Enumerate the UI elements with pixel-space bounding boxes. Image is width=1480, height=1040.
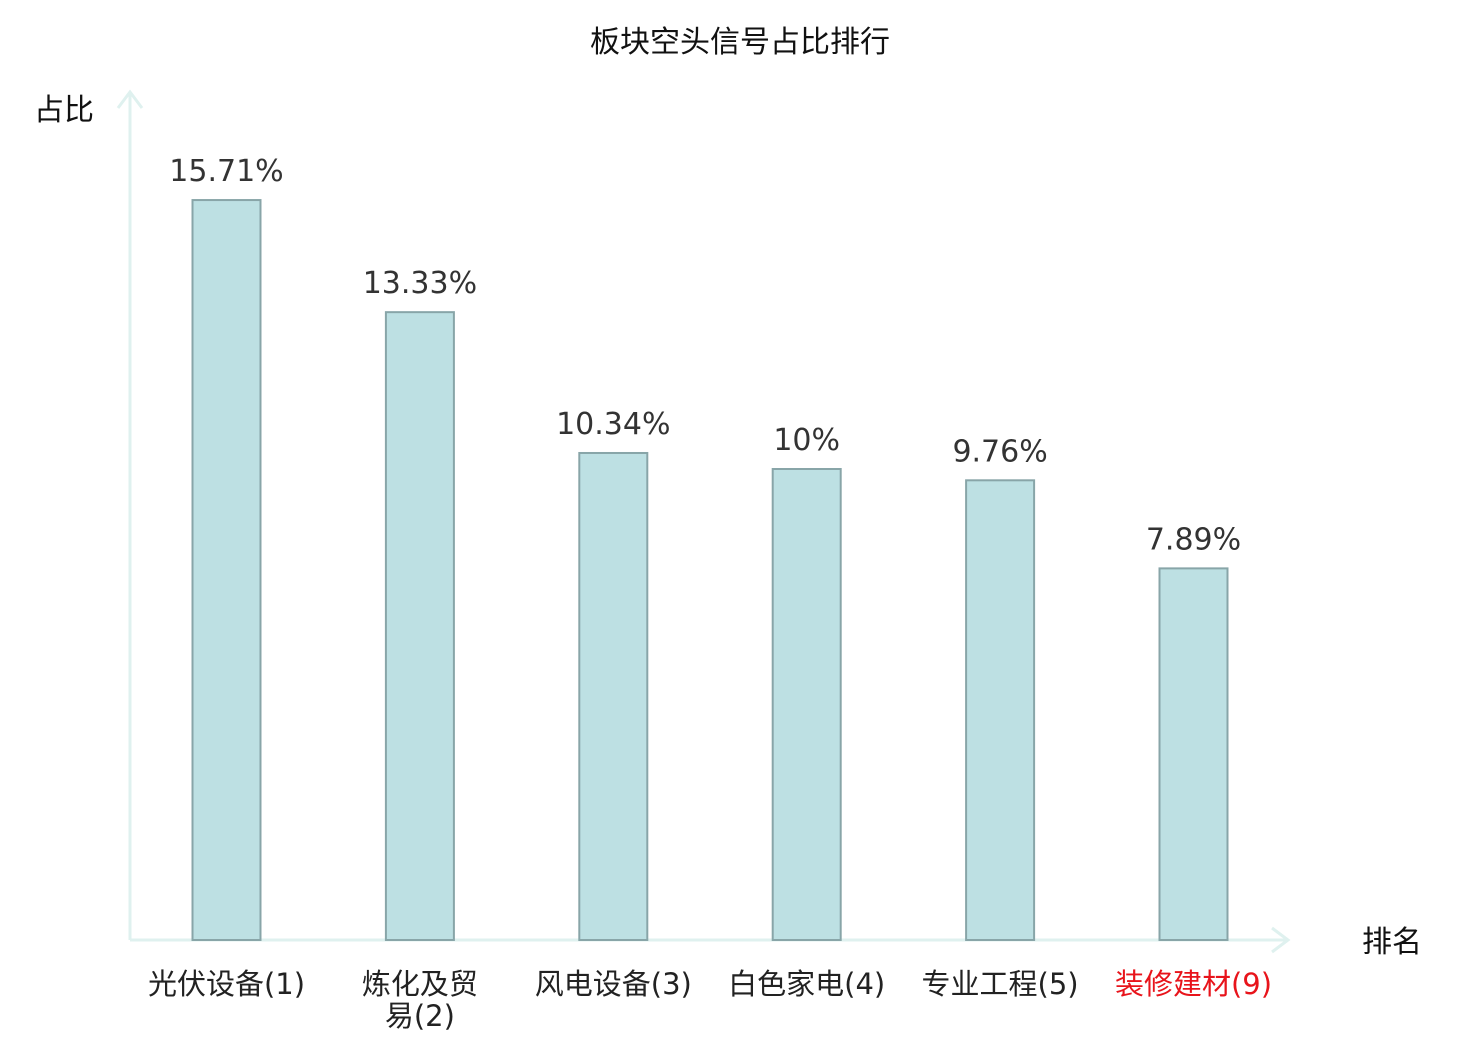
y-axis-arrow <box>116 89 144 109</box>
bar-6 <box>1158 567 1229 941</box>
value-label-2: 13.33% <box>363 266 477 301</box>
x-axis-label: 排名 <box>1362 925 1422 960</box>
bars-group <box>191 199 1229 942</box>
bar-3 <box>578 451 649 941</box>
value-label-4: 10% <box>773 423 840 458</box>
category-label-5: 专业工程(5) <box>922 967 1079 1001</box>
chart-title: 板块空头信号占比排行 <box>590 25 890 60</box>
bar-4 <box>771 468 842 941</box>
category-label-3: 风电设备(3) <box>535 967 692 1001</box>
value-label-5: 9.76% <box>952 434 1047 469</box>
x-axis-arrow <box>1271 926 1291 954</box>
value-labels-group: 15.71% 13.33% 10.34% 10% 9.76% 7.89% <box>169 154 1241 557</box>
category-label-2-line-2: 易(2) <box>385 999 455 1033</box>
category-label-2-line-1: 炼化及贸 <box>362 967 478 1001</box>
y-axis-label: 占比 <box>34 93 94 128</box>
category-label-6: 装修建材(9) <box>1115 967 1272 1001</box>
value-label-6: 7.89% <box>1146 522 1241 557</box>
bar-5 <box>965 479 1036 941</box>
value-label-1: 15.71% <box>169 154 283 189</box>
value-label-3: 10.34% <box>556 407 670 442</box>
category-label-1: 光伏设备(1) <box>148 967 305 1001</box>
bar-1 <box>191 199 262 941</box>
category-label-4: 白色家电(4) <box>728 967 885 1001</box>
bar-2 <box>384 311 455 942</box>
